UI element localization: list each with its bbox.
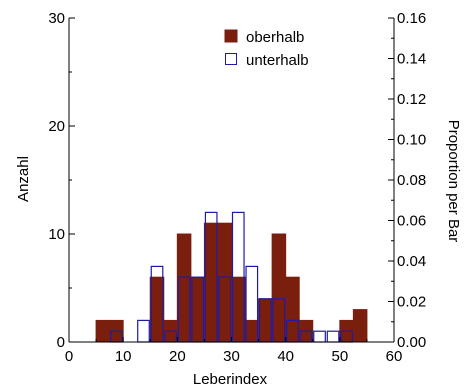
y2-tick-label: 0.14 xyxy=(397,51,426,68)
bars-unterhalb xyxy=(110,211,353,343)
bar-unterhalb xyxy=(313,330,326,343)
bar-oberhalb xyxy=(217,222,232,343)
bar-oberhalb xyxy=(352,309,368,343)
y-axis-title: Anzahl xyxy=(15,156,32,202)
legend-label-oberhalb: oberhalb xyxy=(246,29,304,46)
y2-tick-label: 0.00 xyxy=(397,334,426,351)
axes xyxy=(68,17,395,343)
legend-label-unterhalb: unterhalb xyxy=(246,52,309,69)
tick-labels: 0 10 20 30 40 50 60 0 10 20 30 0.00 0.02 0.04 0.06 0.08… xyxy=(48,10,426,365)
y2-tick-label: 0.10 xyxy=(397,132,426,149)
x-tick-label: 50 xyxy=(331,348,348,365)
bar-oberhalb xyxy=(203,222,219,343)
bar-oberhalb xyxy=(231,276,246,343)
bar-oberhalb xyxy=(244,319,260,343)
legend-swatch-oberhalb xyxy=(224,29,238,43)
y-tick-label: 10 xyxy=(48,226,65,243)
y2-tick-label: 0.04 xyxy=(397,253,426,270)
y-tick-label: 0 xyxy=(57,334,65,351)
y2-axis-title: Proportion per Bar xyxy=(445,120,462,243)
bar-unterhalb xyxy=(137,319,150,343)
y2-tick-label: 0.08 xyxy=(397,172,426,189)
y2-tick-label: 0.06 xyxy=(397,213,426,230)
bar-oberhalb xyxy=(176,233,192,343)
bar-oberhalb xyxy=(190,276,205,343)
bar-oberhalb xyxy=(271,233,287,343)
y2-tick-label: 0.02 xyxy=(397,294,426,311)
y-tick-label: 20 xyxy=(48,118,65,135)
x-tick-label: 40 xyxy=(277,348,294,365)
legend: oberhalb unterhalb xyxy=(224,29,309,69)
x-axis-title: Leberindex xyxy=(193,371,268,388)
bar-oberhalb xyxy=(258,298,273,343)
x-tick-label: 10 xyxy=(115,348,132,365)
y-tick-label: 30 xyxy=(48,10,65,27)
x-tick-label: 20 xyxy=(169,348,186,365)
bars-oberhalb xyxy=(95,222,368,343)
y2-tick-label: 0.12 xyxy=(397,91,426,108)
bar-oberhalb xyxy=(95,319,111,343)
x-tick-label: 60 xyxy=(386,348,403,365)
bar-oberhalb xyxy=(149,276,165,343)
bar-unterhalb xyxy=(326,330,340,343)
bar-oberhalb xyxy=(285,276,300,343)
legend-swatch-unterhalb xyxy=(225,53,237,65)
y2-tick-label: 0.16 xyxy=(397,10,426,27)
x-tick-label: 30 xyxy=(223,348,240,365)
x-tick-label: 0 xyxy=(65,348,73,365)
